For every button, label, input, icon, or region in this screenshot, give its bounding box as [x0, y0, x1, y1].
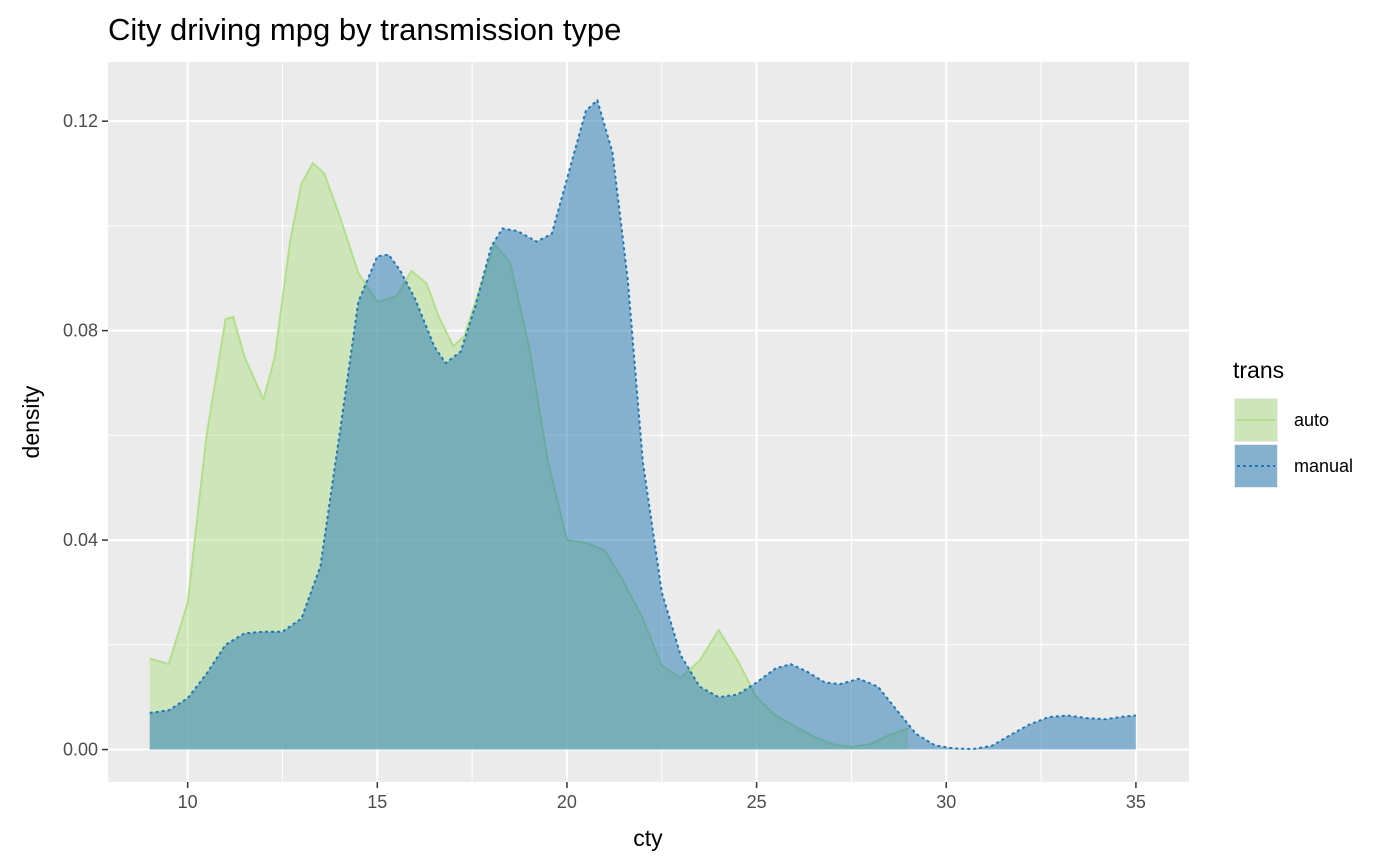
- x-axis-title: cty: [633, 825, 663, 851]
- density-area-manual: [149, 100, 1136, 750]
- x-tick-label: 15: [367, 792, 387, 812]
- x-tick-label: 20: [557, 792, 577, 812]
- x-tick-label: 10: [178, 792, 198, 812]
- y-axis: 0.00 0.04 0.08 0.12: [63, 111, 108, 760]
- y-tick-label: 0.04: [63, 530, 98, 550]
- density-line-manual: [149, 99, 1136, 750]
- y-tick-label: 0.12: [63, 111, 98, 131]
- x-tick-label: 35: [1126, 792, 1146, 812]
- y-tick-label: 0.00: [63, 740, 98, 760]
- x-tick-label: 30: [936, 792, 956, 812]
- y-tick-label: 0.08: [63, 321, 98, 341]
- legend-label-auto: auto: [1294, 410, 1329, 430]
- legend-title: trans: [1233, 357, 1284, 383]
- y-axis-title: density: [18, 385, 44, 458]
- x-tick-label: 25: [747, 792, 767, 812]
- legend-label-manual: manual: [1294, 456, 1353, 476]
- chart-title: City driving mpg by transmission type: [108, 12, 621, 47]
- x-axis: 10 15 20 25 30 35: [178, 782, 1146, 812]
- legend: trans auto manual: [1233, 357, 1353, 488]
- density-series: [149, 99, 1136, 750]
